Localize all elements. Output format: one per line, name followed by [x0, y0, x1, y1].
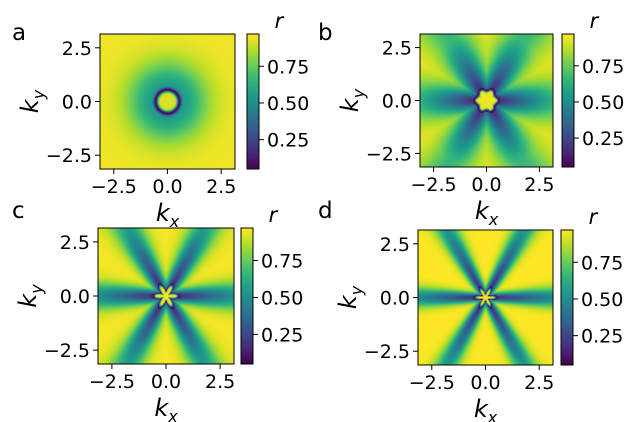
x-axis-label: kx [156, 199, 180, 231]
y-tick-label: −2.5 [46, 145, 92, 167]
y-tick-label: 2.5 [60, 232, 90, 254]
colorbar [247, 34, 259, 169]
x-tick-label: 2.5 [205, 371, 235, 393]
colorbar-tick-label: 0.25 [267, 130, 309, 152]
colorbar-label: r [275, 9, 285, 33]
heatmap-image [98, 228, 234, 364]
colorbar-tick-label: 0.25 [261, 324, 303, 346]
colorbar-frame [246, 33, 260, 170]
panel-letter: d [318, 198, 333, 224]
heatmap-image [420, 34, 553, 167]
x-tick-label: 0.0 [471, 174, 501, 196]
colorbar [562, 34, 574, 167]
colorbar-label: r [269, 203, 279, 227]
heatmap-image [100, 34, 235, 169]
colorbar [241, 228, 253, 364]
colorbar-frame [561, 33, 575, 168]
colorbar-tick-label: 0.50 [582, 92, 624, 114]
colorbar-frame [560, 229, 574, 366]
y-tick-label: −2.5 [364, 341, 410, 363]
x-tick-label: 0.0 [152, 176, 182, 198]
colorbar-label: r [589, 205, 599, 229]
y-tick-label: −2.5 [44, 340, 90, 362]
colorbar [561, 230, 573, 365]
panel-letter: c [12, 198, 25, 224]
colorbar-tick-label: 0.50 [581, 289, 623, 311]
y-axis-label: ky [334, 285, 366, 309]
y-tick-label: 0.0 [60, 286, 90, 308]
y-tick-label: 0.0 [382, 91, 412, 113]
panel-c: −2.5 0.0 2.5 2.5 0.0 −2.5 kx ky c 0.75 0.50 0.25 r [12, 198, 303, 422]
colorbar-frame [240, 227, 254, 365]
x-axis-label: kx [154, 394, 178, 422]
x-tick-label: 2.5 [524, 372, 554, 394]
x-axis-label: kx [474, 395, 498, 422]
colorbar-tick-label: 0.75 [581, 252, 623, 274]
panel-a: −2.5 0.0 2.5 2.5 0.0 −2.5 kx ky a 0.75 0.50 0.25 r [12, 9, 309, 231]
x-tick-label: 0.0 [151, 371, 181, 393]
x-tick-label: 0.0 [470, 372, 500, 394]
y-tick-label: 0.0 [62, 92, 92, 114]
colorbar-tick-label: 0.25 [582, 128, 624, 150]
y-axis-label: ky [336, 88, 368, 112]
x-tick-label: −2.5 [89, 371, 135, 393]
x-tick-label: −2.5 [409, 372, 455, 394]
y-tick-label: 2.5 [62, 38, 92, 60]
x-tick-label: −2.5 [91, 176, 137, 198]
colorbar-tick-label: 0.75 [261, 251, 303, 273]
y-tick-label: 2.5 [380, 234, 410, 256]
heatmap-image [418, 230, 553, 365]
x-tick-label: 2.5 [206, 176, 236, 198]
panel-d: −2.5 0.0 2.5 2.5 0.0 −2.5 kx ky d 0.75 0.50 0.25 r [318, 198, 623, 422]
y-axis-label: ky [14, 284, 46, 308]
colorbar-label: r [590, 9, 600, 33]
x-tick-label: 2.5 [524, 174, 554, 196]
x-axis-label: kx [475, 197, 499, 229]
y-tick-label: −2.5 [366, 143, 412, 165]
colorbar-tick-label: 0.75 [267, 56, 309, 78]
colorbar-tick-label: 0.50 [261, 287, 303, 309]
colorbar-tick-label: 0.25 [581, 326, 623, 348]
y-axis-label: ky [16, 89, 48, 113]
panel-b: −2.5 0.0 2.5 2.5 0.0 −2.5 kx ky b 0.75 0.50 0.25 r [318, 9, 624, 229]
colorbar-tick-label: 0.75 [582, 56, 624, 78]
colorbar-tick-label: 0.50 [267, 93, 309, 115]
x-tick-label: −2.5 [411, 174, 457, 196]
panel-letter: a [12, 20, 26, 46]
y-tick-label: 0.0 [380, 288, 410, 310]
panel-letter: b [318, 20, 333, 46]
y-tick-label: 2.5 [382, 38, 412, 60]
